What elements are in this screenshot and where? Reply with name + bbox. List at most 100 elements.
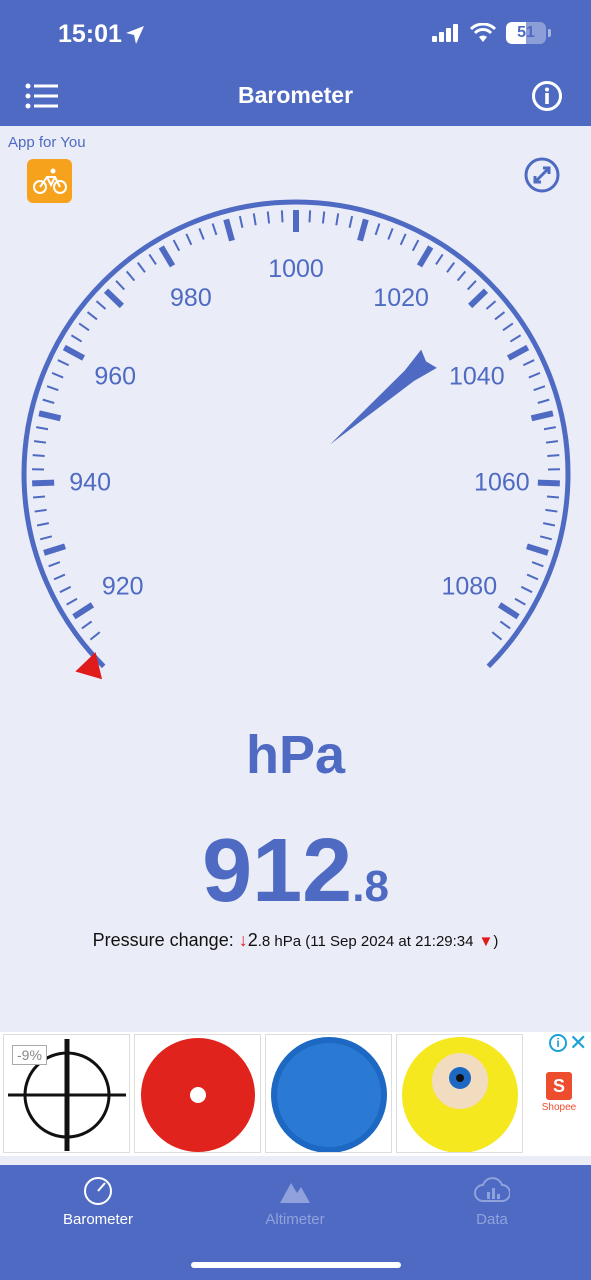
ad-product-yellow-pad[interactable] bbox=[396, 1034, 523, 1153]
gauge-tick-minor bbox=[348, 215, 354, 228]
ad-banner[interactable]: -9% i ✕ S Shopee bbox=[0, 1030, 591, 1156]
gauge-tick-minor bbox=[51, 372, 64, 379]
gauge-tick-minor bbox=[522, 359, 535, 367]
gauge-tick-major bbox=[32, 479, 55, 487]
tab-altimeter[interactable]: Altimeter bbox=[215, 1175, 375, 1228]
gauge-tick-major bbox=[62, 344, 86, 361]
gauge-tick-minor bbox=[485, 300, 497, 310]
reference-marker-icon bbox=[75, 652, 103, 680]
cloud-chart-icon bbox=[474, 1177, 510, 1202]
gauge-tick-minor bbox=[32, 454, 45, 458]
gauge-tick-minor bbox=[435, 253, 444, 266]
gauge-tick-minor bbox=[39, 535, 53, 541]
gauge-tick-minor bbox=[136, 262, 146, 273]
gauge-tick-minor bbox=[42, 398, 55, 404]
gauge-tick-minor bbox=[528, 372, 541, 379]
pressure-change-label: Pressure change: bbox=[92, 930, 234, 950]
wifi-icon bbox=[470, 23, 496, 42]
info-icon[interactable] bbox=[531, 80, 563, 112]
location-arrow-icon bbox=[126, 26, 144, 44]
tab-label: Barometer bbox=[62, 1211, 134, 1228]
gauge-tick-minor bbox=[509, 334, 522, 343]
home-indicator bbox=[191, 1262, 401, 1268]
ad-product-red-pad[interactable] bbox=[134, 1034, 261, 1153]
gauge-tick-minor bbox=[266, 211, 271, 224]
ad-product-blue-pad[interactable] bbox=[265, 1034, 392, 1153]
gauge-label-920: 920 bbox=[102, 572, 144, 600]
shopee-bag-icon: S bbox=[546, 1072, 572, 1100]
gauge-tick-major bbox=[530, 410, 554, 422]
gauge-tick-minor bbox=[36, 426, 49, 431]
gauge-ticks bbox=[21, 199, 571, 669]
gauge-tick-minor bbox=[411, 239, 420, 252]
gauge-tick-major bbox=[72, 602, 95, 620]
gauge-tick-minor bbox=[545, 508, 558, 513]
expand-arrows-icon[interactable] bbox=[523, 156, 561, 194]
gauge-tick-minor bbox=[148, 253, 157, 266]
gauge-tick-minor bbox=[211, 223, 218, 236]
gauge-tick-minor bbox=[546, 495, 560, 499]
ad-close-icon[interactable]: ✕ bbox=[569, 1030, 588, 1055]
gauge-tick-minor bbox=[185, 233, 193, 246]
gauge-tick-major bbox=[526, 543, 549, 556]
gauge-tick-major bbox=[468, 288, 489, 309]
gauge-tick-minor bbox=[494, 311, 506, 321]
gauge-tick-minor bbox=[81, 620, 93, 630]
gauge-icon bbox=[84, 1177, 112, 1205]
menu-list-icon[interactable] bbox=[24, 80, 62, 112]
ad-label: App for You bbox=[8, 134, 86, 151]
gauge-tick-minor bbox=[499, 620, 511, 630]
gauge-tick-major bbox=[537, 479, 560, 487]
gauge-tick-minor bbox=[53, 573, 66, 581]
gauge-tick-minor bbox=[46, 385, 59, 392]
gauge-tick-major bbox=[497, 602, 520, 620]
ad-product-crosshair[interactable]: -9% bbox=[3, 1034, 130, 1153]
unit-label: hPa bbox=[245, 725, 346, 785]
page-title: Barometer bbox=[237, 82, 354, 108]
gauge-tick-minor bbox=[545, 440, 559, 444]
pressure-change-close: ) bbox=[493, 933, 499, 950]
discount-badge: -9% bbox=[12, 1045, 47, 1065]
tab-barometer[interactable]: Barometer bbox=[18, 1175, 178, 1228]
gauge-tick-minor bbox=[543, 426, 556, 431]
reading-decimal: .8 bbox=[352, 862, 389, 911]
down-arrow-icon: ↓ bbox=[238, 930, 248, 950]
gauge-tick-minor bbox=[547, 454, 560, 458]
gauge-tick-minor bbox=[466, 280, 477, 291]
gauge-labels: 920 940 960 980 1000 1020 1040 1060 1080 bbox=[69, 255, 529, 600]
mountain-icon bbox=[280, 1183, 310, 1203]
gauge-tick-minor bbox=[280, 210, 284, 223]
gauge-tick-minor bbox=[542, 522, 556, 527]
pressure-reading: 912.8 bbox=[0, 820, 591, 923]
gauge-tick-major bbox=[223, 218, 235, 242]
gauge-tick-minor bbox=[308, 210, 312, 223]
gauge-tick-major bbox=[416, 245, 434, 268]
blue-pad-image bbox=[271, 1037, 387, 1153]
gauge-needle bbox=[330, 349, 437, 445]
cellular-signal-icon bbox=[432, 24, 458, 42]
ad-info-icon[interactable]: i bbox=[549, 1034, 567, 1052]
status-time: 15:01 bbox=[58, 20, 122, 48]
gauge-tick-minor bbox=[66, 597, 78, 606]
gauge-tick-major bbox=[357, 218, 369, 242]
gauge-tick-minor bbox=[33, 440, 47, 444]
gauge-tick-minor bbox=[539, 535, 553, 541]
bottom-tab-bar: Barometer Altimeter Data bbox=[0, 1165, 591, 1280]
gauge-tick-minor bbox=[502, 322, 514, 332]
gauge-tick-minor bbox=[32, 495, 46, 499]
cycling-app-icon[interactable] bbox=[27, 159, 72, 203]
pressure-change-detail: .8 hPa (11 Sep 2024 at 21:29:34 bbox=[257, 933, 474, 950]
gauge-tick-major bbox=[38, 410, 62, 422]
status-bar: 15:01 51 bbox=[0, 0, 591, 66]
shopee-logo[interactable]: S Shopee bbox=[537, 1072, 581, 1113]
gauge-tick-minor bbox=[533, 385, 546, 392]
tab-data[interactable]: Data bbox=[412, 1175, 572, 1228]
gauge-arc bbox=[21, 199, 571, 669]
gauge-tick-minor bbox=[399, 233, 407, 246]
app-bar: Barometer bbox=[0, 66, 591, 126]
gauge-tick-minor bbox=[70, 334, 83, 343]
pressure-change: Pressure change: ↓2.8 hPa (11 Sep 2024 a… bbox=[0, 930, 591, 951]
gauge-tick-major bbox=[158, 245, 176, 268]
gauge-tick-minor bbox=[537, 398, 550, 404]
gauge-tick-minor bbox=[374, 223, 381, 236]
